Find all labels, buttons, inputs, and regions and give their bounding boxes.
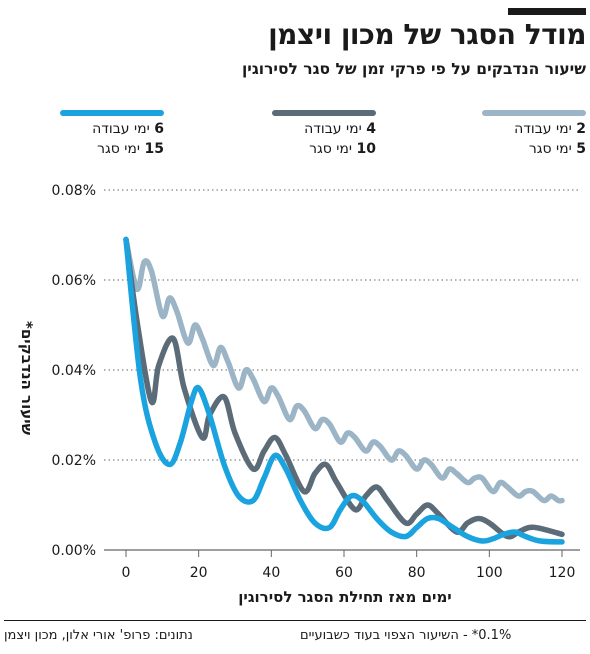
legend-item-4-10: 4 ימי עבודה 10 ימי סגר (206, 110, 376, 159)
y-tick-label: 0.02% (52, 453, 96, 469)
source-credit: נתונים: פרופ' אורי אלון, מכון ויצמן (4, 628, 193, 643)
legend-work-days: 4 (366, 121, 376, 137)
legend-item-6-15: 6 ימי עבודה 15 ימי סגר (0, 110, 164, 159)
legend-work-label: ימי עבודה (304, 121, 362, 137)
x-tick-label: 60 (335, 565, 353, 581)
series-line-2work-5lock (123, 236, 565, 504)
legend-swatch (60, 110, 164, 116)
x-tick-label: 80 (408, 565, 426, 581)
y-tick-label: 0.08% (52, 183, 96, 199)
series-line-6work-15lock (123, 236, 565, 545)
legend-swatch (272, 110, 376, 116)
legend-lockdown-days: 15 (144, 141, 164, 157)
x-axis-title: ימים מאז תחילת הסגר לסירוגין (238, 588, 451, 606)
legend-lockdown-days: 10 (356, 141, 376, 157)
chart-title: מודל הסגר של מכון ויצמן (268, 18, 586, 51)
x-tick-label: 20 (190, 565, 208, 581)
y-axis-title: שיעור הנדבקים* (18, 321, 36, 436)
footer-divider (4, 620, 586, 621)
footnote: 0.1%* - השיעור הצפוי בעוד כשבועיים (300, 628, 512, 643)
legend-work-days: 2 (576, 121, 586, 137)
x-tick-label: 0 (122, 565, 131, 581)
legend-lockdown-label: ימי סגר (528, 141, 572, 157)
legend-swatch (482, 110, 586, 116)
legend-work-label: ימי עבודה (514, 121, 572, 137)
legend-work-label: ימי עבודה (92, 121, 150, 137)
x-tick-label: 40 (262, 565, 280, 581)
legend-lockdown-days: 5 (576, 141, 586, 157)
chart-subtitle: שיעור הנדבקים על פי פרקי זמן של סגר לסיר… (241, 60, 586, 78)
legend-lockdown-label: ימי סגר (97, 141, 141, 157)
legend-work-days: 6 (154, 121, 164, 137)
y-tick-label: 0.00% (52, 543, 96, 559)
legend-item-2-5: 2 ימי עבודה 5 ימי סגר (416, 110, 586, 159)
y-tick-label: 0.04% (52, 363, 96, 379)
y-tick-label: 0.06% (52, 273, 96, 289)
legend-lockdown-label: ימי סגר (309, 141, 353, 157)
top-accent-bar (508, 8, 586, 15)
x-tick-label: 100 (476, 565, 503, 581)
x-tick-label: 120 (549, 565, 576, 581)
